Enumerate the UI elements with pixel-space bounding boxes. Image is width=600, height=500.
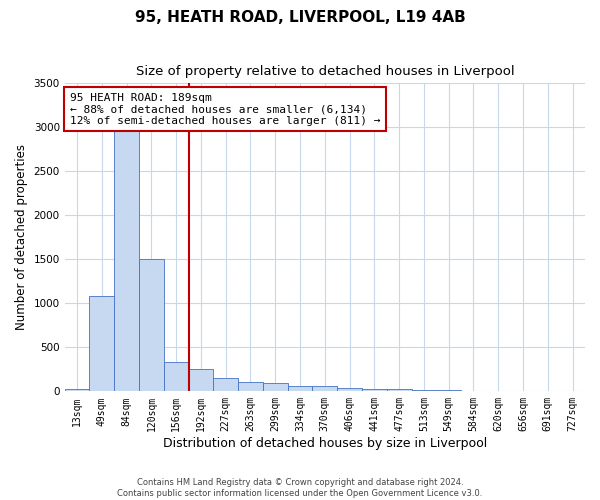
Bar [139,260,164,392]
Bar [164,362,188,392]
Bar [214,378,238,392]
Bar [387,389,412,392]
Text: 95, HEATH ROAD, LIVERPOOL, L19 4AB: 95, HEATH ROAD, LIVERPOOL, L19 4AB [134,10,466,25]
Bar [287,386,313,392]
Y-axis label: Number of detached properties: Number of detached properties [15,144,28,330]
Bar [436,390,461,392]
X-axis label: Distribution of detached houses by size in Liverpool: Distribution of detached houses by size … [163,437,487,450]
Text: Contains HM Land Registry data © Crown copyright and database right 2024.
Contai: Contains HM Land Registry data © Crown c… [118,478,482,498]
Bar [89,296,114,392]
Bar [313,386,337,392]
Title: Size of property relative to detached houses in Liverpool: Size of property relative to detached ho… [136,65,514,78]
Bar [114,123,139,392]
Bar [362,388,387,392]
Bar [337,388,362,392]
Bar [263,384,287,392]
Bar [412,390,436,392]
Bar [238,382,263,392]
Text: 95 HEATH ROAD: 189sqm
← 88% of detached houses are smaller (6,134)
12% of semi-d: 95 HEATH ROAD: 189sqm ← 88% of detached … [70,92,380,126]
Bar [65,388,89,392]
Bar [188,370,214,392]
